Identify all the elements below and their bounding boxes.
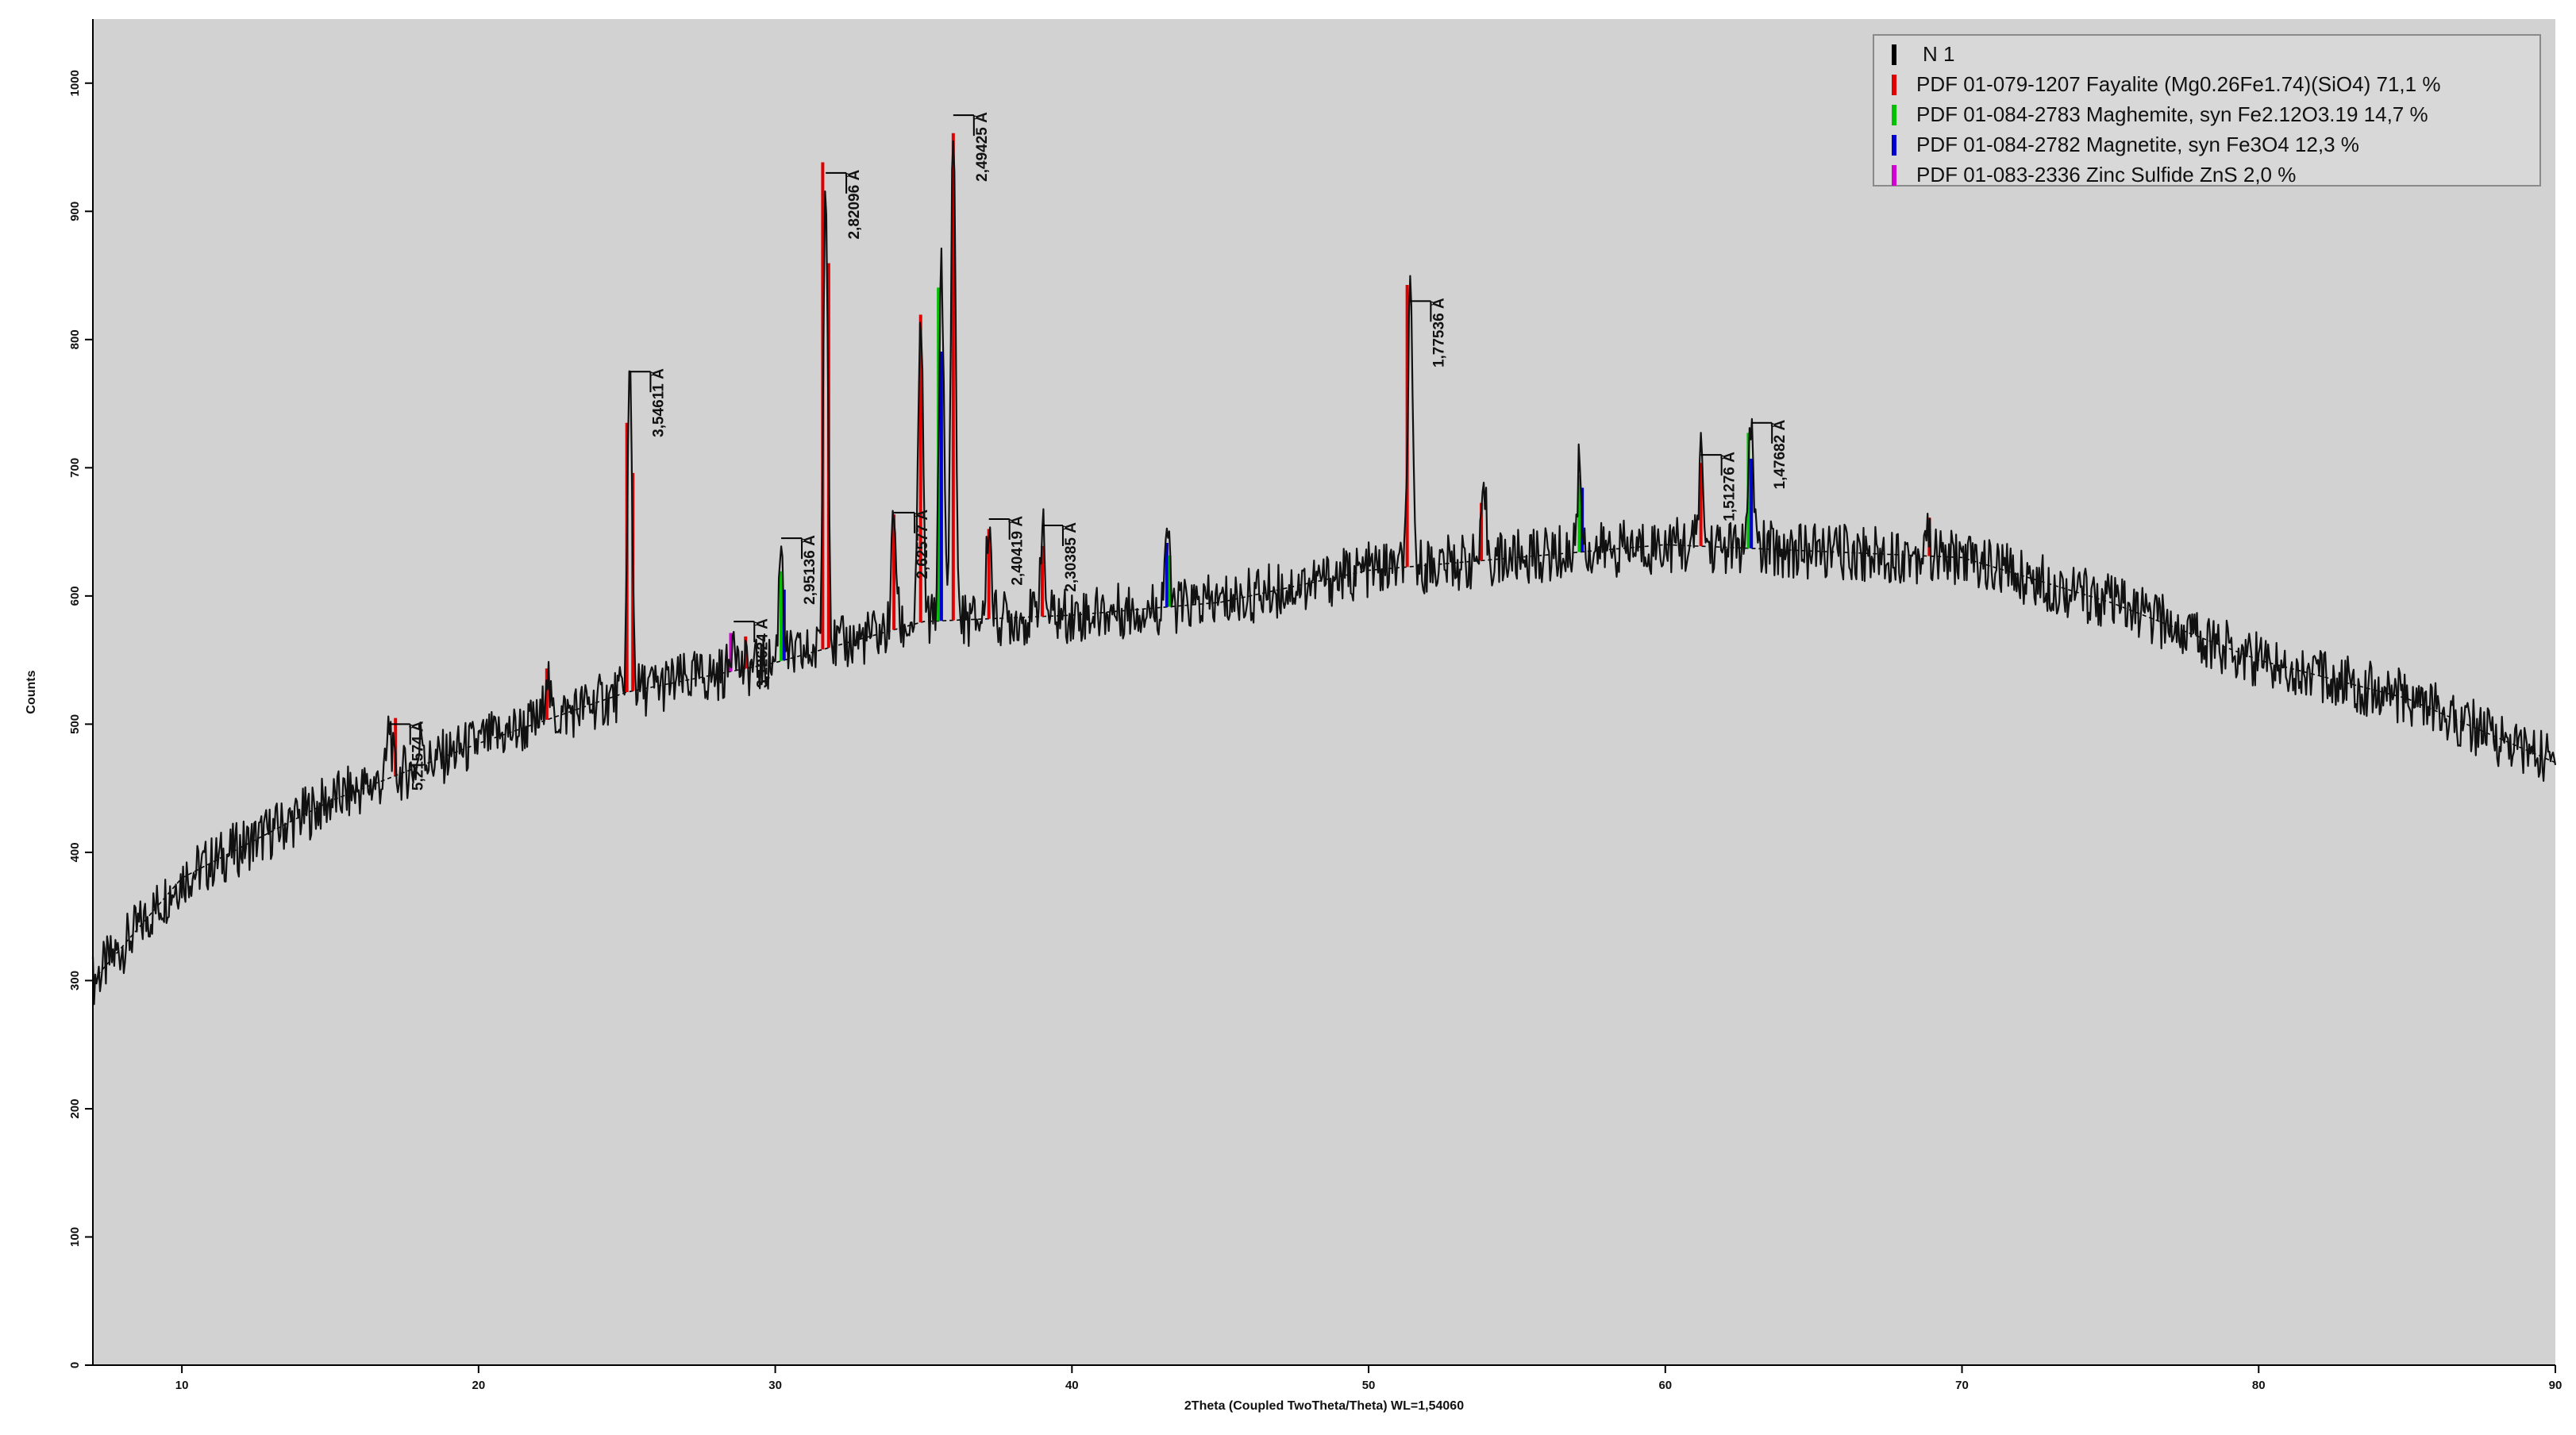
x-tick-label: 20 — [472, 1379, 486, 1392]
y-tick-label: 0 — [68, 1362, 82, 1368]
y-tick-label: 1000 — [68, 70, 82, 96]
legend-entry-label: N 1 — [1923, 42, 1954, 66]
peak-annotation-label: 1,77536 Å — [1430, 298, 1447, 367]
x-tick-label: 10 — [175, 1379, 189, 1392]
legend-swatch — [1892, 165, 1896, 186]
measured-pattern-line — [91, 140, 2557, 1006]
y-tick-label: 200 — [68, 1098, 82, 1118]
y-tick-label: 100 — [68, 1227, 82, 1247]
peak-annotation-label: 1,51276 Å — [1722, 452, 1739, 521]
legend-entry-label: PDF 01-084-2783 Maghemite, syn Fe2.12O3.… — [1916, 102, 2428, 126]
x-tick-label: 30 — [768, 1379, 782, 1392]
y-tick-label: 600 — [68, 586, 82, 606]
legend: N 1 PDF 01-079-1207 Fayalite (Mg0.26Fe1.7… — [1873, 34, 2541, 187]
plot-background — [93, 19, 2555, 1365]
peak-annotations: 5,21574 Å 3,54611 Å 3,12624 Å 2,95136 Å 2,82… — [389, 112, 1789, 791]
y-tick-label: 300 — [68, 971, 82, 991]
legend-box — [1873, 34, 2541, 187]
y-tick-label: 900 — [68, 202, 82, 221]
peak-annotation-label: 2,82096 Å — [846, 170, 863, 240]
legend-entry-label: PDF 01-083-2336 Zinc Sulfide ZnS 2,0 % — [1916, 163, 2296, 187]
x-axis-title: 2Theta (Coupled TwoTheta/Theta) WL=1,540… — [1184, 1399, 1464, 1413]
legend-entry-label: PDF 01-079-1207 Fayalite (Mg0.26Fe1.74)(… — [1916, 72, 2440, 96]
x-axis: 10 20 30 40 50 60 70 80 90 — [93, 1364, 2563, 1392]
x-tick-label: 60 — [1658, 1379, 1672, 1392]
x-tick-label: 70 — [1955, 1379, 1969, 1392]
peak-annotation-label: 2,95136 Å — [802, 535, 818, 605]
y-axis-title: Counts — [25, 670, 38, 714]
x-tick-label: 90 — [2549, 1379, 2563, 1392]
x-tick-label: 50 — [1362, 1379, 1376, 1392]
y-tick-label: 400 — [68, 842, 82, 862]
peak-annotation-label: 1,47682 Å — [1772, 420, 1789, 490]
y-tick-label: 500 — [68, 714, 82, 734]
legend-swatch — [1892, 105, 1896, 125]
peak-annotation-label: 2,49425 Å — [974, 112, 991, 182]
peak-annotation-label: 3,54611 Å — [650, 368, 667, 437]
y-tick-label: 800 — [68, 329, 82, 349]
peak-annotation-label: 2,30385 Å — [1063, 522, 1080, 592]
y-tick-label: 700 — [68, 458, 82, 478]
y-axis: 0 100 200 300 400 500 600 700 800 900 1000 — [68, 19, 94, 1368]
x-tick-label: 40 — [1065, 1379, 1079, 1392]
legend-swatch — [1892, 75, 1896, 95]
legend-entry-label: PDF 01-084-2782 Magnetite, syn Fe3O4 12,… — [1916, 133, 2359, 156]
peak-annotation-label: 3,12624 Å — [754, 618, 771, 688]
x-tick-label: 80 — [2252, 1379, 2266, 1392]
legend-swatch — [1892, 135, 1896, 156]
peak-annotation-label: 5,21574 Å — [410, 721, 427, 791]
peak-annotation-label: 2,62577 Å — [914, 510, 931, 579]
peak-annotation-label: 2,40419 Å — [1010, 516, 1026, 586]
legend-swatch — [1892, 44, 1896, 65]
